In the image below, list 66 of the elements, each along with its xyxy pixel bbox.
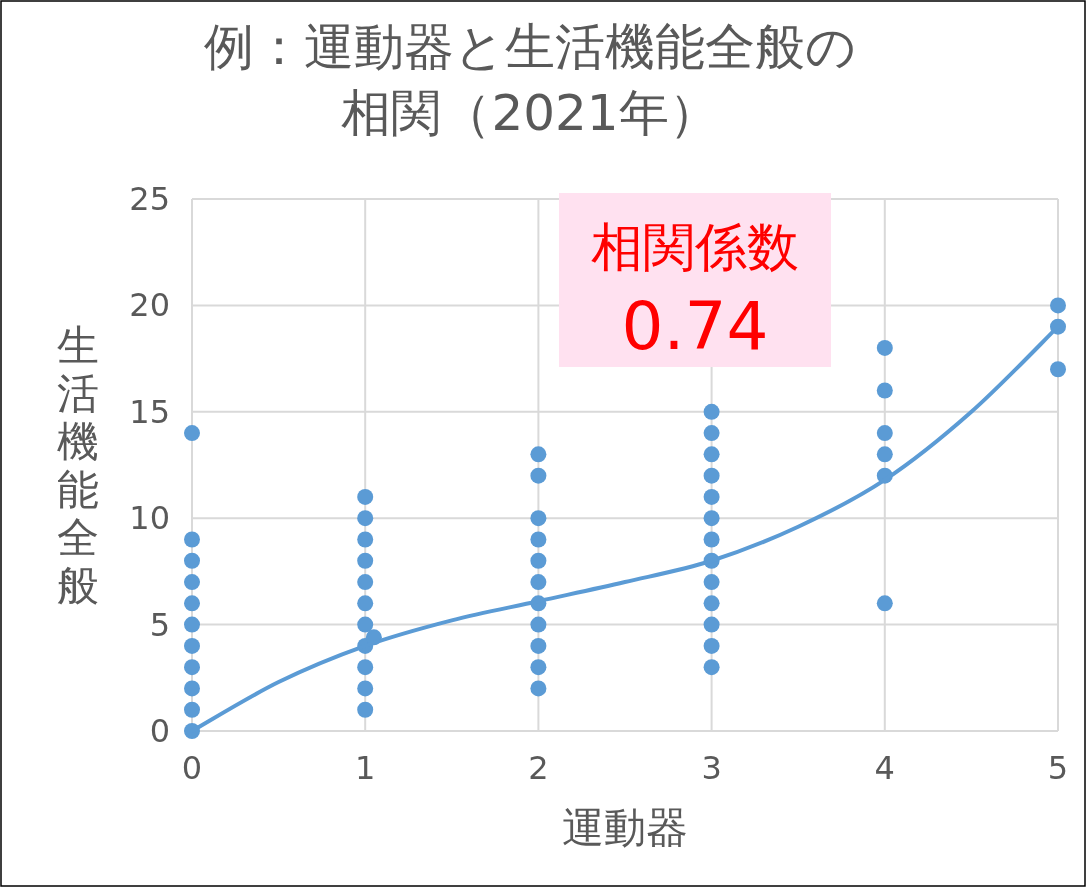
y-tick-label: 0 [149,712,170,750]
point [703,574,720,591]
point [357,574,374,591]
x-tick-label: 5 [1047,749,1069,787]
point [530,659,547,676]
point [184,425,200,442]
point [703,510,720,527]
annotation: 相関係数 [591,217,799,277]
point [530,446,547,463]
chart-title: 例：運動器と生活機能全般の相関（2021年） [203,17,857,144]
point [357,659,374,676]
point [184,659,200,676]
x-tick-label: 0 [181,749,203,787]
point [357,680,374,697]
point [184,637,200,654]
point [703,403,720,420]
x-axis-title: 運動器 [562,803,688,852]
point [876,446,893,463]
x-tick-label: 2 [528,749,549,787]
y-tick-label: 5 [149,605,170,644]
point [530,510,547,527]
point [876,339,893,356]
point [703,531,720,548]
point [357,488,374,505]
point [703,425,720,442]
point [703,616,720,633]
x-tick-label: 1 [355,749,376,787]
point [530,616,547,633]
point [184,680,200,697]
point [703,467,720,484]
point [530,552,547,569]
point [184,552,200,569]
point [530,531,547,548]
y-tick-label: 25 [129,180,170,218]
point [357,552,374,569]
y-axis-title: 生活機能全般 [57,321,99,610]
point [530,680,547,697]
point [530,637,547,654]
point [703,488,720,505]
point [876,425,893,442]
y-tick-label: 10 [129,499,170,538]
y-tick-label: 15 [129,392,170,431]
point [357,701,374,718]
annotation: 0.74 [621,288,769,365]
point [703,637,720,654]
point [530,467,547,484]
point [184,595,200,612]
point [1050,361,1066,378]
point [1050,297,1066,314]
point [184,701,200,718]
point [184,574,200,591]
y-tick-label: 20 [129,286,170,325]
x-tick-label: 3 [701,749,722,787]
point [184,531,200,548]
point [703,446,720,463]
point [357,531,374,548]
point [357,595,374,612]
x-tick-label: 4 [874,749,895,787]
point [876,595,893,612]
point [530,574,547,591]
point [357,510,374,527]
point [184,616,200,633]
point [703,595,720,612]
point [703,659,720,676]
point [876,382,893,399]
point [357,616,374,633]
